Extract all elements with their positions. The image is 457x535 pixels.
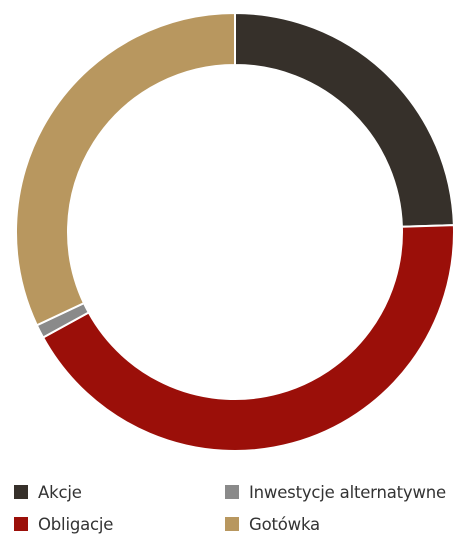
legend-item-gotowka[interactable]: Gotówka [225, 513, 320, 535]
legend-item-obligacje[interactable]: Obligacje [14, 513, 113, 535]
legend-swatch [225, 517, 239, 531]
donut-slice-akcje[interactable] [234, 11, 455, 228]
donut-slice-gotówka[interactable] [15, 11, 236, 327]
legend-item-inwestycje-alternatywne[interactable]: Inwestycje alternatywne [225, 481, 446, 503]
donut-slice-obligacje[interactable] [41, 224, 455, 452]
legend-label: Obligacje [38, 514, 114, 534]
donut-chart [15, 11, 455, 452]
legend-label: Gotówka [249, 514, 320, 534]
legend-label: Inwestycje alternatywne [249, 482, 446, 502]
legend-swatch [14, 517, 28, 531]
legend-swatch [14, 485, 28, 499]
chart-legend: Akcje Inwestycje alternatywne Obligacje … [0, 478, 457, 535]
legend-swatch [225, 485, 239, 499]
legend-item-akcje[interactable]: Akcje [14, 481, 82, 503]
legend-label: Akcje [38, 482, 82, 502]
